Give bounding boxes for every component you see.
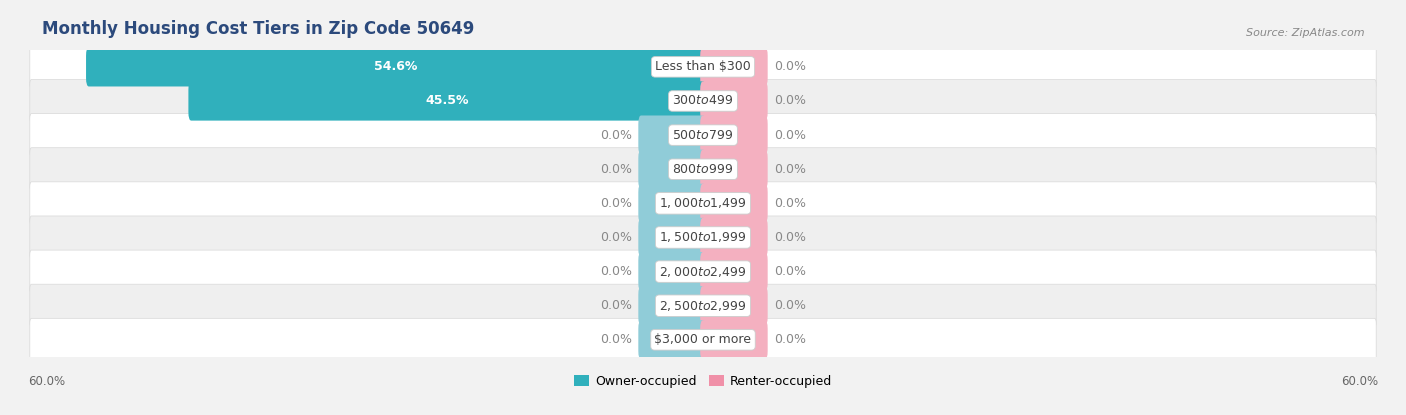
Text: 0.0%: 0.0% [600, 129, 633, 142]
Text: 0.0%: 0.0% [600, 163, 633, 176]
FancyBboxPatch shape [638, 252, 706, 291]
Text: $1,500 to $1,999: $1,500 to $1,999 [659, 230, 747, 244]
FancyBboxPatch shape [700, 115, 768, 155]
FancyBboxPatch shape [30, 114, 1376, 156]
Text: Less than $300: Less than $300 [655, 60, 751, 73]
Text: 0.0%: 0.0% [773, 333, 806, 347]
Text: 0.0%: 0.0% [600, 197, 633, 210]
FancyBboxPatch shape [30, 250, 1376, 293]
FancyBboxPatch shape [30, 216, 1376, 259]
FancyBboxPatch shape [700, 218, 768, 257]
FancyBboxPatch shape [700, 149, 768, 189]
FancyBboxPatch shape [700, 286, 768, 325]
Text: 60.0%: 60.0% [1341, 375, 1378, 388]
Text: 0.0%: 0.0% [773, 129, 806, 142]
Text: 0.0%: 0.0% [773, 265, 806, 278]
Text: 0.0%: 0.0% [600, 333, 633, 347]
FancyBboxPatch shape [700, 81, 768, 121]
Text: 0.0%: 0.0% [600, 231, 633, 244]
FancyBboxPatch shape [188, 81, 706, 121]
Text: 0.0%: 0.0% [600, 265, 633, 278]
FancyBboxPatch shape [30, 80, 1376, 122]
FancyBboxPatch shape [638, 149, 706, 189]
FancyBboxPatch shape [30, 284, 1376, 327]
FancyBboxPatch shape [638, 115, 706, 155]
FancyBboxPatch shape [638, 184, 706, 223]
FancyBboxPatch shape [638, 320, 706, 359]
Text: Monthly Housing Cost Tiers in Zip Code 50649: Monthly Housing Cost Tiers in Zip Code 5… [42, 20, 474, 37]
Text: $3,000 or more: $3,000 or more [655, 333, 751, 347]
Text: $500 to $799: $500 to $799 [672, 129, 734, 142]
Legend: Owner-occupied, Renter-occupied: Owner-occupied, Renter-occupied [574, 374, 832, 388]
Text: $2,000 to $2,499: $2,000 to $2,499 [659, 265, 747, 278]
FancyBboxPatch shape [86, 47, 706, 86]
Text: $2,500 to $2,999: $2,500 to $2,999 [659, 299, 747, 313]
FancyBboxPatch shape [700, 184, 768, 223]
Text: 45.5%: 45.5% [426, 95, 468, 107]
FancyBboxPatch shape [30, 45, 1376, 88]
FancyBboxPatch shape [30, 318, 1376, 361]
Text: 0.0%: 0.0% [773, 197, 806, 210]
Text: $300 to $499: $300 to $499 [672, 95, 734, 107]
Text: 60.0%: 60.0% [28, 375, 65, 388]
FancyBboxPatch shape [700, 47, 768, 86]
FancyBboxPatch shape [700, 252, 768, 291]
Text: 0.0%: 0.0% [773, 95, 806, 107]
Text: 0.0%: 0.0% [773, 299, 806, 312]
FancyBboxPatch shape [638, 286, 706, 325]
Text: 0.0%: 0.0% [773, 60, 806, 73]
Text: 54.6%: 54.6% [374, 60, 418, 73]
FancyBboxPatch shape [700, 320, 768, 359]
Text: Source: ZipAtlas.com: Source: ZipAtlas.com [1246, 27, 1364, 37]
FancyBboxPatch shape [30, 148, 1376, 191]
Text: $800 to $999: $800 to $999 [672, 163, 734, 176]
Text: 0.0%: 0.0% [773, 231, 806, 244]
Text: $1,000 to $1,499: $1,000 to $1,499 [659, 196, 747, 210]
FancyBboxPatch shape [30, 182, 1376, 225]
Text: 0.0%: 0.0% [773, 163, 806, 176]
FancyBboxPatch shape [638, 218, 706, 257]
Text: 0.0%: 0.0% [600, 299, 633, 312]
